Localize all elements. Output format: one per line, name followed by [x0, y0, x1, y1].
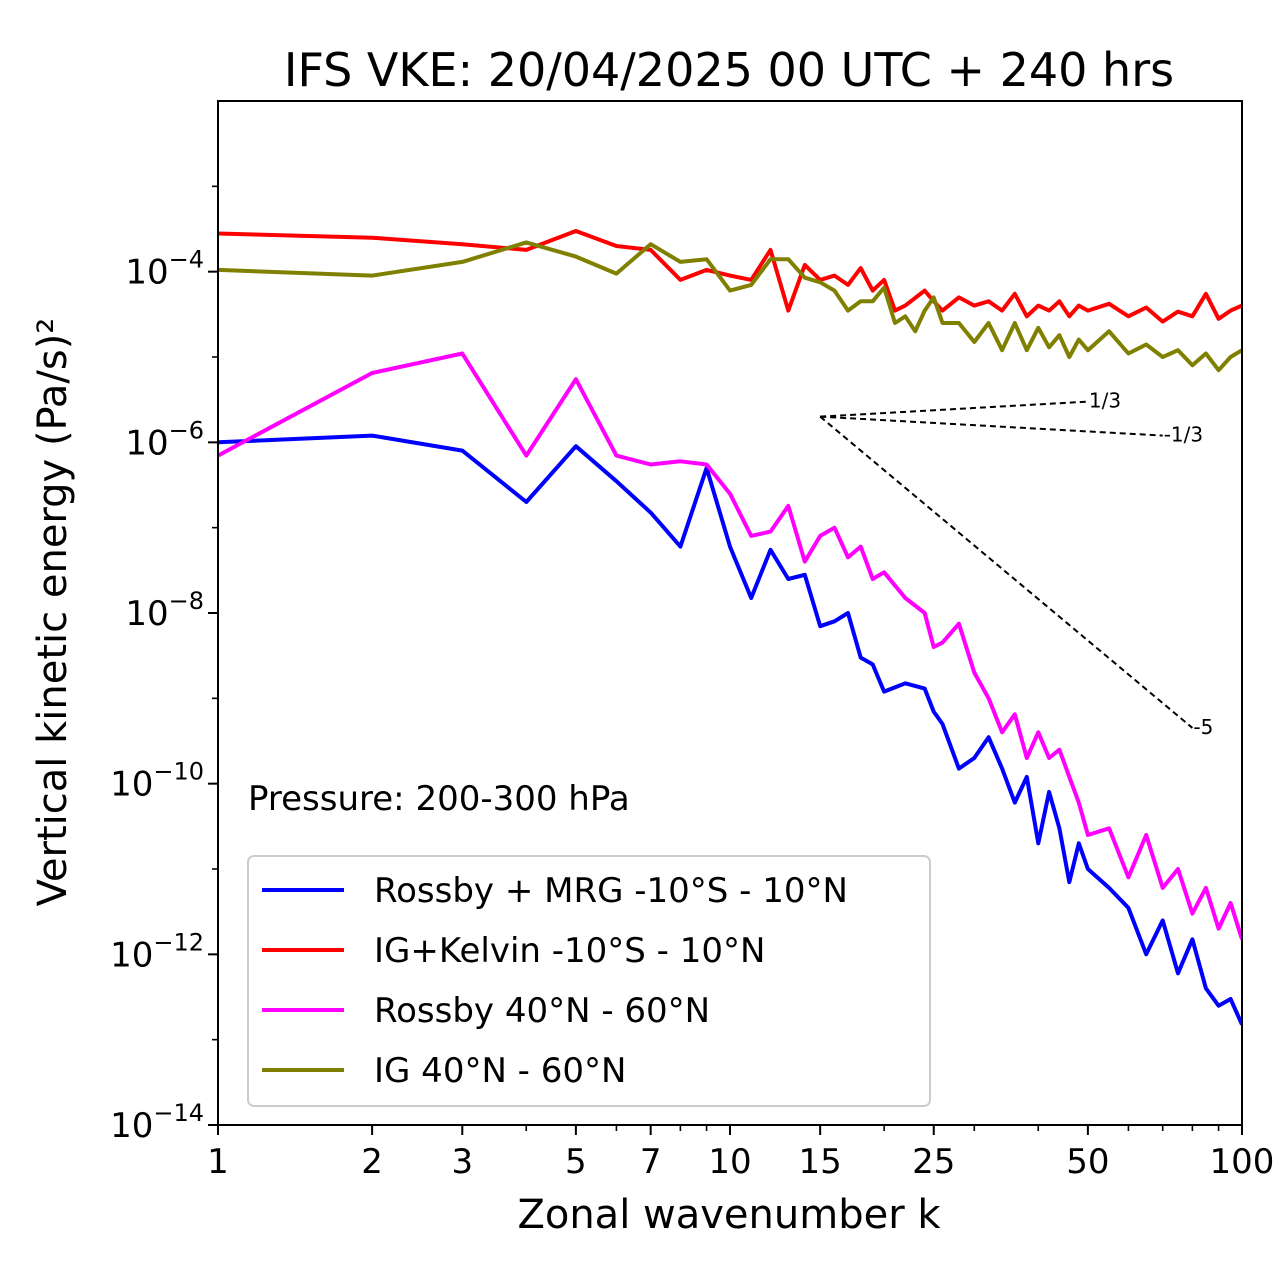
- x-axis-label: Zonal wavenumber k: [517, 1192, 941, 1238]
- x-tick-label: 10: [708, 1142, 751, 1182]
- y-tick-label: 10−14: [110, 1099, 204, 1146]
- reference-line-1: [820, 400, 1088, 418]
- chart-title: IFS VKE: 20/04/2025 00 UTC + 240 hrs: [284, 43, 1174, 97]
- y-tick-label: 10−12: [110, 928, 204, 975]
- series-line-1: [218, 433, 1242, 1026]
- y-tick-label: 10−6: [125, 416, 204, 463]
- x-tick-label: 5: [565, 1142, 587, 1182]
- legend-label-3: Rossby 40°N - 60°N: [374, 991, 710, 1031]
- y-tick-label: 10−4: [125, 246, 204, 293]
- legend-box: [247, 855, 931, 1107]
- legend: Rossby + MRG -10°S - 10°N IG+Kelvin -10°S…: [247, 855, 931, 1107]
- series-line-4: [218, 240, 1242, 373]
- y-tick-label: 10−8: [125, 587, 204, 634]
- series-group: [218, 229, 1242, 1026]
- y-axis-label: Vertical kinetic energy (Pa/s)²: [30, 318, 76, 907]
- x-tick-label: 3: [451, 1142, 473, 1182]
- reference-line-2: [820, 415, 1163, 437]
- x-tick-label: 7: [640, 1142, 662, 1182]
- series-line-3: [218, 351, 1242, 940]
- reference-line-label-3: -5: [1193, 715, 1213, 739]
- x-tick-label: 50: [1066, 1142, 1109, 1182]
- plot-area: 1/3 -1/3 -5 1 2 3 5 7 10 15 25 50 100 10−4 10−6 10−8 10−…: [110, 100, 1275, 1182]
- legend-label-4: IG 40°N - 60°N: [374, 1051, 626, 1091]
- x-tick-label: 2: [361, 1142, 383, 1182]
- legend-label-1: Rossby + MRG -10°S - 10°N: [374, 871, 848, 911]
- y-tick-label: 10−10: [110, 758, 204, 805]
- x-tick-label: 1: [207, 1142, 229, 1182]
- reference-line-label-1: 1/3: [1089, 389, 1121, 413]
- legend-label-2: IG+Kelvin -10°S - 10°N: [374, 931, 765, 971]
- annotation-text: Pressure: 200-300 hPa: [248, 779, 630, 819]
- x-tick-label: 25: [912, 1142, 955, 1182]
- x-tick-label: 15: [799, 1142, 842, 1182]
- reference-line-label-2: -1/3: [1164, 423, 1203, 447]
- x-tick-label: 100: [1210, 1142, 1275, 1182]
- reference-line-3: [819, 415, 1194, 729]
